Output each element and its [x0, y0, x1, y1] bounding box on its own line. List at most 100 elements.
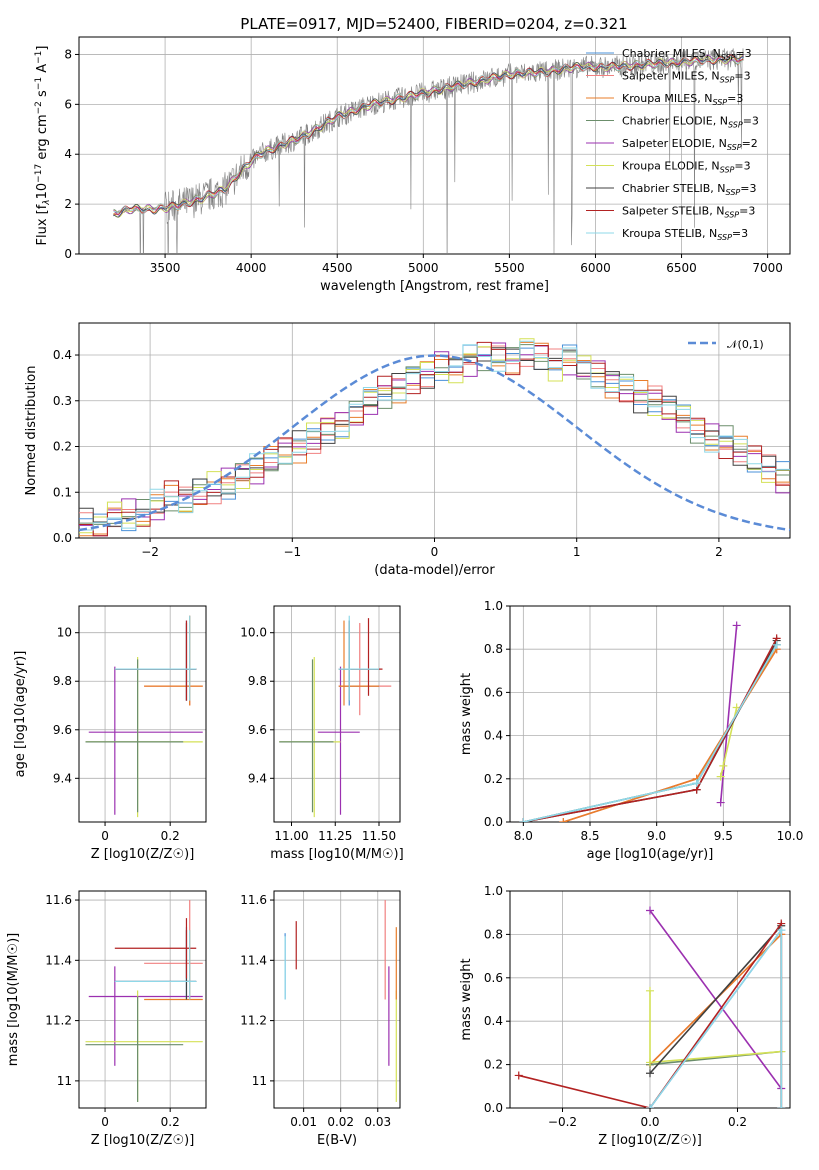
marker-kroupa-elodie [646, 986, 654, 995]
x-tick-label: 6500 [666, 261, 697, 275]
series-kroupa-stelib [649, 927, 783, 1108]
y-tick-label: 9.8 [53, 674, 72, 688]
x-tick-label: 0 [431, 545, 439, 559]
x-axis-label: E(B-V) [317, 1133, 357, 1148]
y-tick-label: 11.6 [45, 893, 72, 907]
y-tick-label: 11.6 [240, 893, 267, 907]
y-tick-label: 11.2 [45, 1014, 72, 1028]
x-axis-label: mass [log10(M/M☉)] [270, 847, 403, 862]
axes-frame [273, 605, 401, 823]
crosses [284, 900, 397, 1102]
x-tick-label: 0.03 [364, 1115, 391, 1129]
weight-lines [514, 906, 786, 1108]
y-tick-label: 0.0 [484, 1101, 503, 1115]
axes-frame [273, 890, 401, 1109]
axes-frame [78, 322, 791, 539]
x-axis-label: wavelength [Angstrom, rest frame] [320, 279, 549, 294]
x-tick-label: 6000 [580, 261, 611, 275]
y-tick-label: 9.4 [248, 771, 267, 785]
mass-vs-Z-panel: 0 0.2 11 11.2 11.4 11.6 Z [log10(Z/Z☉)] mass [l… [6, 890, 207, 1148]
spectrum-legend: Chabrier MILES, NSSP=3 Salpeter MILES, NS… [586, 47, 759, 242]
x-axis-label: age [log10(age/yr)] [587, 847, 714, 862]
y-tick-label: 0.4 [484, 729, 503, 743]
series-chabrier-elodie [523, 644, 778, 822]
figure-title: PLATE=0917, MJD=52400, FIBERID=0204, z=0… [240, 15, 627, 33]
x-tick-label: 4000 [236, 261, 267, 275]
axes-frame [78, 605, 207, 823]
legend-entry-chabrier-miles: Chabrier MILES, NSSP=3 [622, 47, 752, 62]
x-axis-label: Z [log10(Z/Z☉)] [91, 847, 195, 862]
y-axis-label: mass weight [459, 958, 474, 1040]
y-tick-label: 0.0 [53, 531, 72, 545]
legend-entry-kroupa-stelib: Kroupa STELIB, NSSP=3 [622, 227, 748, 242]
series-chabrier-miles [523, 644, 778, 822]
y-tick-label: 11 [252, 1074, 267, 1088]
x-tick-label: 0.02 [327, 1115, 354, 1129]
y-tick-label: 0.2 [484, 1058, 503, 1072]
model-line-salpeter-stelib [113, 54, 744, 216]
y-tick-label: 1.0 [484, 884, 503, 898]
x-tick-label: −1 [283, 545, 301, 559]
marker-kroupa-elodie [719, 761, 728, 770]
gaussian-curve [79, 354, 790, 532]
y-axis-label: Flux [fλ10−17 erg cm−2 s−1 A−1] [34, 46, 52, 246]
y-tick-label: 9.8 [248, 674, 267, 688]
y-tick-label: 9.6 [248, 723, 267, 737]
y-tick-label: 4 [64, 147, 72, 161]
y-tick-label: 0.1 [53, 485, 72, 499]
x-axis-label: Z [log10(Z/Z☉)] [598, 1133, 702, 1148]
y-axis-label: mass weight [459, 673, 474, 755]
histogram-salpeter-stelib [79, 341, 790, 537]
x-axis-label: (data-model)/error [374, 563, 495, 578]
y-tick-label: 0.8 [484, 927, 503, 941]
spectrum-panel: 3500 4000 4500 5000 5500 6000 6500 7000 0 2 4 6 8 Cha… [34, 36, 791, 294]
axes-frame [509, 605, 791, 823]
x-tick-label: 8.5 [580, 829, 599, 843]
legend-entry-kroupa-elodie: Kroupa ELODIE, NSSP=3 [622, 160, 751, 175]
spectrum-lines [113, 48, 744, 254]
x-tick-label: 0 [101, 829, 109, 843]
y-tick-label: 8 [64, 47, 72, 61]
y-tick-label: 0.4 [484, 1014, 503, 1028]
x-tick-label: 5500 [494, 261, 525, 275]
legend-entry-gaussian: 𝒩(0,1) [727, 338, 764, 351]
x-tick-label: 9.5 [714, 829, 733, 843]
y-axis-label: mass [log10(M/M☉)] [6, 933, 21, 1066]
y-axis-label: age [log10(age/yr)] [13, 651, 28, 778]
y-tick-label: 0.2 [484, 772, 503, 786]
y-tick-label: 11.2 [240, 1014, 267, 1028]
weight-vs-age-panel: 8.0 8.5 9.0 9.5 10.0 0.0 0.2 0.4 0.6 0.8 1.0 age [l… [459, 599, 803, 862]
marker-salpeter-elodie [732, 621, 741, 630]
x-tick-label: 3500 [150, 261, 181, 275]
series-kroupa-stelib [523, 644, 778, 822]
model-line-kroupa-stelib [113, 54, 744, 215]
legend-entry-salpeter-elodie: Salpeter ELODIE, NSSP=2 [622, 137, 758, 152]
weight-lines [519, 621, 781, 822]
x-tick-label: 11.00 [274, 829, 308, 843]
y-tick-label: 9.4 [53, 771, 72, 785]
axes-frame [78, 36, 791, 255]
y-tick-label: 0.3 [53, 394, 72, 408]
marker-kroupa-elodie [716, 772, 725, 781]
grid [274, 606, 400, 822]
histograms [79, 338, 790, 537]
x-tick-label: −2 [141, 545, 159, 559]
x-tick-label: 0.2 [161, 829, 180, 843]
y-tick-label: 11.4 [45, 953, 72, 967]
crosses [85, 900, 203, 1102]
legend-entry-kroupa-miles: Kroupa MILES, NSSP=3 [622, 92, 743, 107]
legend-entry-salpeter-miles: Salpeter MILES, NSSP=3 [622, 70, 751, 85]
legend-entry-chabrier-stelib: Chabrier STELIB, NSSP=3 [622, 182, 756, 197]
x-tick-label: 0.2 [728, 1115, 747, 1129]
crosses [279, 615, 392, 818]
series-chabrier-stelib [523, 640, 778, 822]
age-vs-Z-panel: 0 0.2 9.4 9.6 9.8 10 Z [log10(Z/Z☉)] age [log10… [13, 605, 207, 862]
age-vs-mass-panel: 11.00 11.25 11.50 9.4 9.6 9.8 10.0 mass [log10(… [240, 605, 404, 862]
marker-kroupa-stelib [777, 926, 786, 935]
y-tick-label: 1.0 [484, 599, 503, 613]
x-tick-label: 0.2 [161, 1115, 180, 1129]
marker-salpeter-elodie [646, 906, 654, 915]
marker-salpeter-stelib [514, 1071, 523, 1080]
y-tick-label: 0.4 [53, 348, 72, 362]
